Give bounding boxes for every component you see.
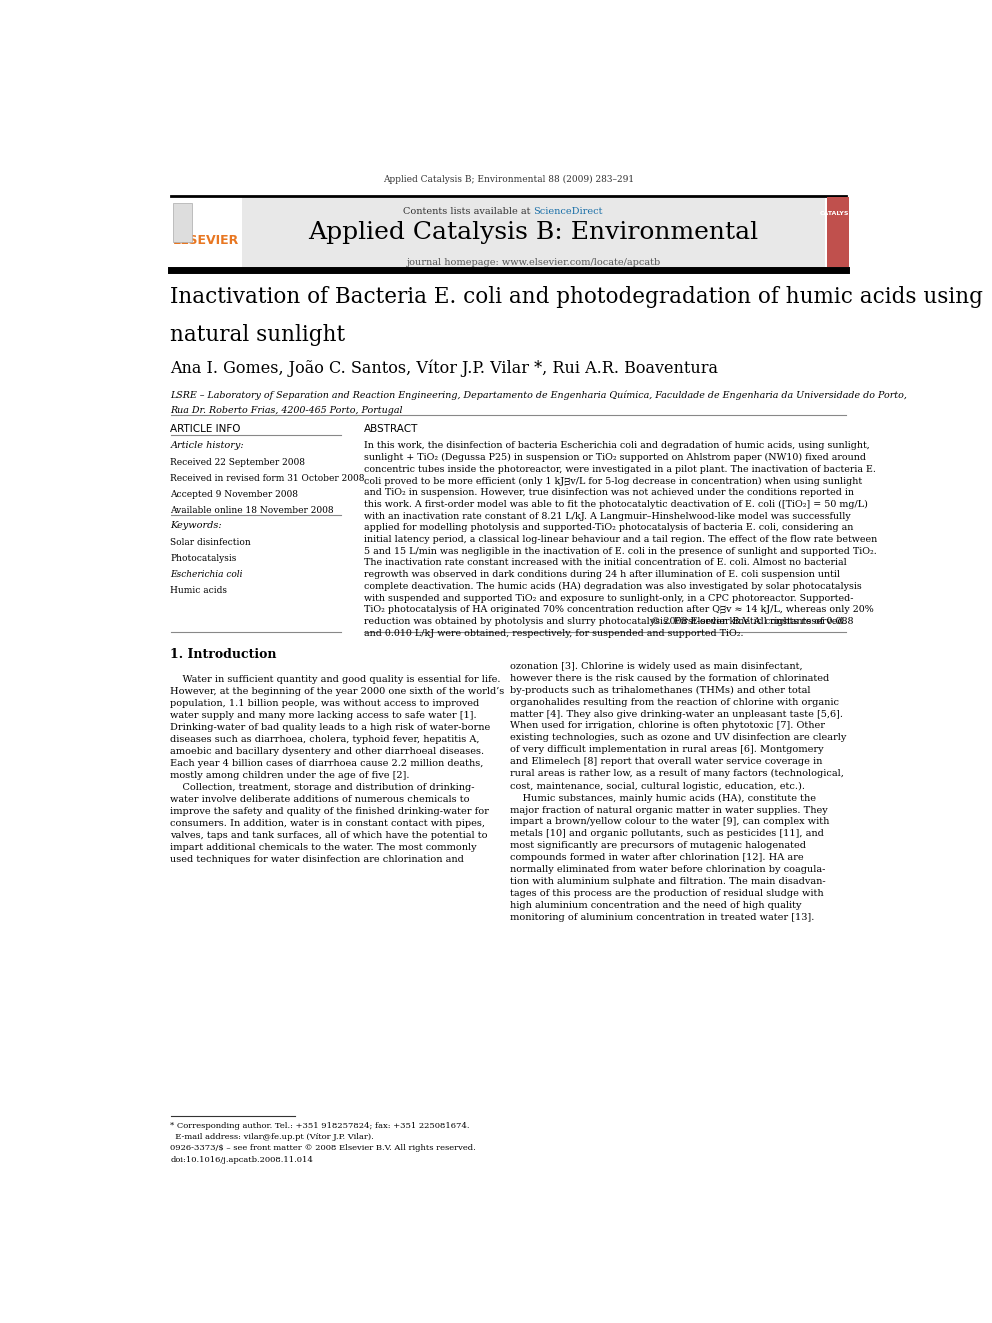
Text: In this work, the disinfection of bacteria Escherichia coli and degradation of h: In this work, the disinfection of bacter… (364, 442, 878, 638)
Text: © 2008 Elsevier B.V. All rights reserved.: © 2008 Elsevier B.V. All rights reserved… (651, 617, 846, 626)
FancyBboxPatch shape (173, 204, 192, 242)
Text: ScienceDirect: ScienceDirect (534, 208, 603, 216)
Text: ELSEVIER: ELSEVIER (173, 234, 239, 247)
Text: Available online 18 November 2008: Available online 18 November 2008 (171, 505, 334, 515)
Text: Applied Catalysis B; Environmental 88 (2009) 283–291: Applied Catalysis B; Environmental 88 (2… (383, 175, 634, 184)
Text: Accepted 9 November 2008: Accepted 9 November 2008 (171, 490, 299, 499)
Text: ABSTRACT: ABSTRACT (364, 425, 419, 434)
Text: Received 22 September 2008: Received 22 September 2008 (171, 458, 306, 467)
Text: ozonation [3]. Chlorine is widely used as main disinfectant,
however there is th: ozonation [3]. Chlorine is widely used a… (510, 662, 846, 922)
Text: Applied Catalysis B: Environmental: Applied Catalysis B: Environmental (309, 221, 759, 245)
Text: Inactivation of Bacteria E. coli and photodegradation of humic acids using: Inactivation of Bacteria E. coli and pho… (171, 286, 983, 308)
Text: Article history:: Article history: (171, 442, 244, 450)
FancyBboxPatch shape (827, 197, 848, 267)
Text: 1. Introduction: 1. Introduction (171, 648, 277, 660)
Text: * Corresponding author. Tel.: +351 918257824; fax: +351 225081674.: * Corresponding author. Tel.: +351 91825… (171, 1122, 470, 1130)
Text: Escherichia coli: Escherichia coli (171, 570, 243, 579)
Text: Water in sufficient quantity and good quality is essential for life.
However, at: Water in sufficient quantity and good qu… (171, 676, 505, 864)
Text: natural sunlight: natural sunlight (171, 324, 345, 347)
Text: Humic acids: Humic acids (171, 586, 227, 595)
Text: Photocatalysis: Photocatalysis (171, 554, 237, 562)
Text: ARTICLE INFO: ARTICLE INFO (171, 425, 241, 434)
Text: LSRE – Laboratory of Separation and Reaction Engineering, Departamento de Engenh: LSRE – Laboratory of Separation and Reac… (171, 390, 908, 400)
Text: journal homepage: www.elsevier.com/locate/apcatb: journal homepage: www.elsevier.com/locat… (407, 258, 661, 267)
Text: E-mail address: vilar@fe.up.pt (Vítor J.P. Vilar).: E-mail address: vilar@fe.up.pt (Vítor J.… (171, 1132, 374, 1140)
Text: Solar disinfection: Solar disinfection (171, 537, 251, 546)
Text: doi:10.1016/j.apcatb.2008.11.014: doi:10.1016/j.apcatb.2008.11.014 (171, 1156, 313, 1164)
Text: 0926-3373/$ – see front matter © 2008 Elsevier B.V. All rights reserved.: 0926-3373/$ – see front matter © 2008 El… (171, 1143, 476, 1151)
Text: Ana I. Gomes, João C. Santos, Vítor J.P. Vilar *, Rui A.R. Boaventura: Ana I. Gomes, João C. Santos, Vítor J.P.… (171, 360, 718, 377)
Text: Keywords:: Keywords: (171, 521, 222, 531)
Text: Received in revised form 31 October 2008: Received in revised form 31 October 2008 (171, 474, 365, 483)
FancyBboxPatch shape (242, 197, 825, 267)
Text: CATALYSIS: CATALYSIS (819, 212, 856, 216)
Text: Contents lists available at: Contents lists available at (403, 208, 534, 216)
Text: Rua Dr. Roberto Frias, 4200-465 Porto, Portugal: Rua Dr. Roberto Frias, 4200-465 Porto, P… (171, 406, 403, 415)
